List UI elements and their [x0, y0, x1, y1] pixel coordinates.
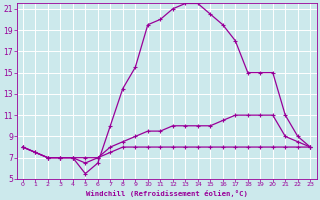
X-axis label: Windchill (Refroidissement éolien,°C): Windchill (Refroidissement éolien,°C): [86, 190, 247, 197]
